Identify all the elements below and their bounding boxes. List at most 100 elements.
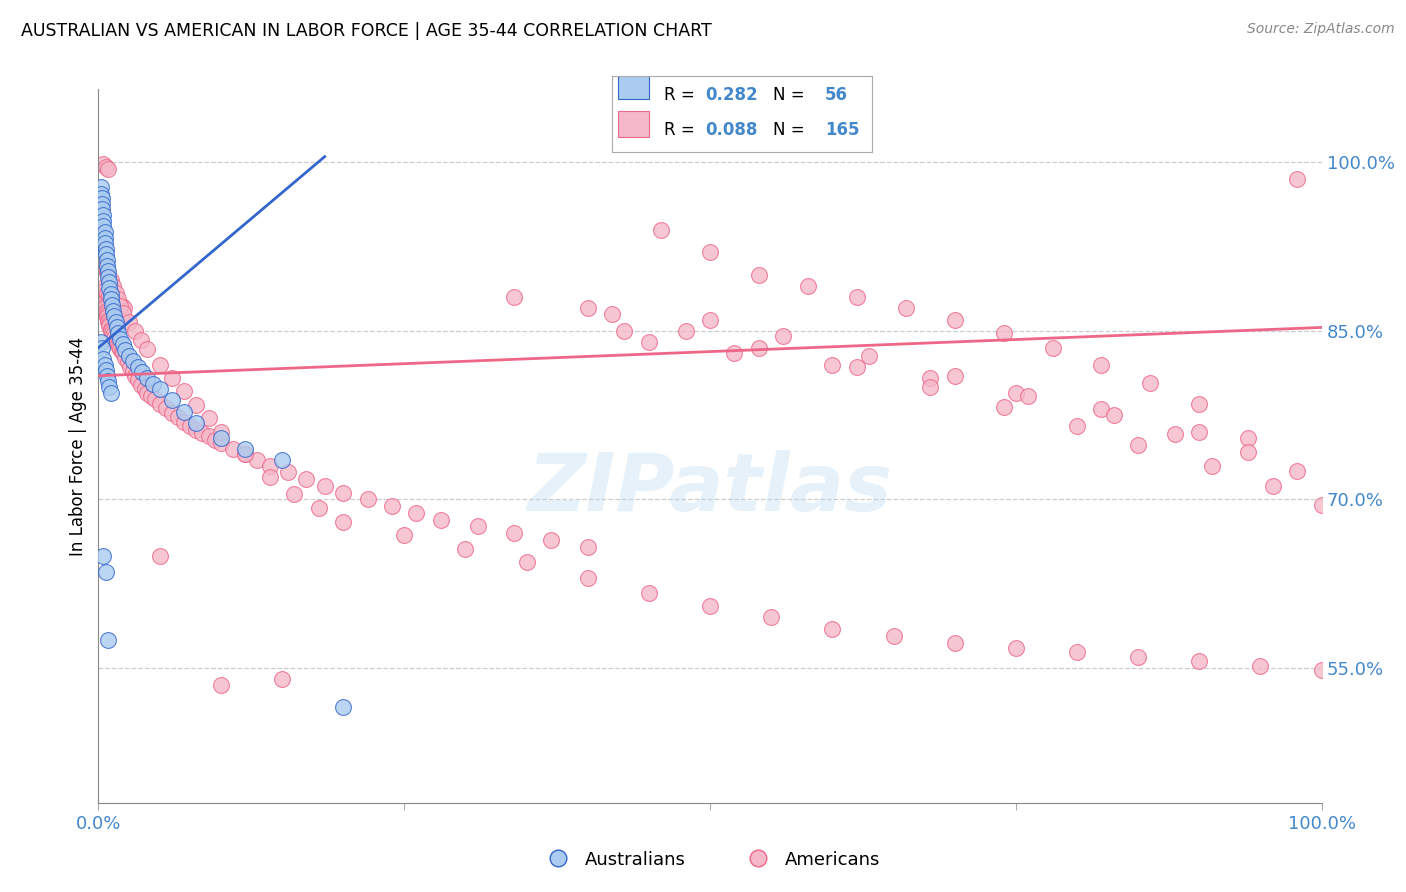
- Point: [105, 334, 128, 349]
- Point: [392, 528, 416, 542]
- Point: [110, 332, 132, 346]
- Point: [233, 447, 256, 461]
- Point: [94, 263, 117, 277]
- Point: [93, 299, 115, 313]
- Point: [93, 358, 115, 372]
- Point: [149, 382, 172, 396]
- Point: [91, 213, 114, 227]
- Point: [1004, 640, 1026, 655]
- Point: [114, 343, 136, 357]
- Point: [1286, 172, 1309, 186]
- Point: [136, 371, 159, 385]
- Point: [160, 406, 183, 420]
- Point: [993, 326, 1015, 340]
- Point: [91, 351, 114, 366]
- Point: [94, 306, 117, 320]
- Point: [233, 442, 256, 456]
- Point: [295, 472, 318, 486]
- Point: [613, 324, 636, 338]
- Point: [100, 293, 122, 307]
- Point: [699, 312, 721, 326]
- Legend: Australians, Americans: Australians, Americans: [533, 844, 887, 876]
- Point: [638, 334, 661, 349]
- Point: [101, 303, 124, 318]
- Point: [920, 380, 942, 394]
- Point: [173, 384, 195, 399]
- Point: [246, 453, 269, 467]
- Point: [638, 585, 661, 599]
- Point: [454, 541, 477, 556]
- Text: AUSTRALIAN VS AMERICAN IN LABOR FORCE | AGE 35-44 CORRELATION CHART: AUSTRALIAN VS AMERICAN IN LABOR FORCE | …: [21, 22, 711, 40]
- Point: [96, 368, 118, 383]
- Point: [91, 290, 114, 304]
- Point: [1310, 663, 1333, 677]
- Point: [107, 293, 129, 307]
- Point: [883, 630, 905, 644]
- Point: [209, 436, 232, 450]
- Point: [821, 358, 844, 372]
- Point: [209, 425, 232, 439]
- Point: [943, 312, 966, 326]
- Point: [209, 678, 232, 692]
- Point: [1188, 654, 1211, 668]
- Point: [94, 160, 117, 174]
- Bar: [619, 72, 650, 99]
- Point: [93, 301, 115, 316]
- Point: [91, 219, 114, 234]
- Point: [111, 344, 134, 359]
- Text: ZIPatlas: ZIPatlas: [527, 450, 893, 528]
- Point: [197, 411, 219, 425]
- Point: [96, 265, 118, 279]
- Point: [97, 632, 120, 647]
- Point: [894, 301, 917, 316]
- Text: 56: 56: [825, 86, 848, 103]
- Point: [91, 281, 114, 295]
- Point: [503, 290, 526, 304]
- Point: [270, 453, 294, 467]
- Point: [129, 333, 152, 347]
- Point: [748, 341, 770, 355]
- Point: [173, 415, 195, 429]
- Point: [97, 375, 120, 389]
- Point: [104, 333, 127, 347]
- Point: [97, 161, 120, 176]
- Point: [111, 346, 134, 360]
- Point: [100, 286, 122, 301]
- Point: [259, 458, 281, 473]
- Point: [112, 301, 135, 316]
- Point: [93, 260, 115, 275]
- Point: [772, 329, 794, 343]
- Point: [186, 423, 208, 437]
- Point: [134, 382, 156, 396]
- Point: [131, 365, 153, 379]
- Point: [97, 312, 120, 326]
- Point: [96, 285, 118, 300]
- Point: [94, 242, 117, 256]
- Point: [118, 315, 141, 329]
- Point: [94, 363, 117, 377]
- Point: [127, 373, 149, 387]
- Point: [120, 359, 142, 374]
- Point: [91, 259, 114, 273]
- Point: [270, 672, 294, 686]
- Point: [90, 334, 112, 349]
- Point: [1249, 658, 1271, 673]
- Point: [191, 426, 214, 441]
- Text: 165: 165: [825, 121, 859, 139]
- Point: [139, 389, 162, 403]
- Point: [540, 533, 562, 547]
- Point: [91, 341, 114, 355]
- Point: [98, 380, 121, 394]
- Point: [1090, 358, 1112, 372]
- Point: [503, 526, 526, 541]
- Point: [197, 429, 219, 443]
- Point: [91, 157, 114, 171]
- Point: [845, 290, 868, 304]
- Point: [108, 297, 131, 311]
- Point: [98, 317, 121, 331]
- Point: [101, 290, 124, 304]
- Point: [96, 259, 118, 273]
- Point: [1310, 498, 1333, 512]
- Point: [1261, 479, 1284, 493]
- Point: [1237, 445, 1260, 459]
